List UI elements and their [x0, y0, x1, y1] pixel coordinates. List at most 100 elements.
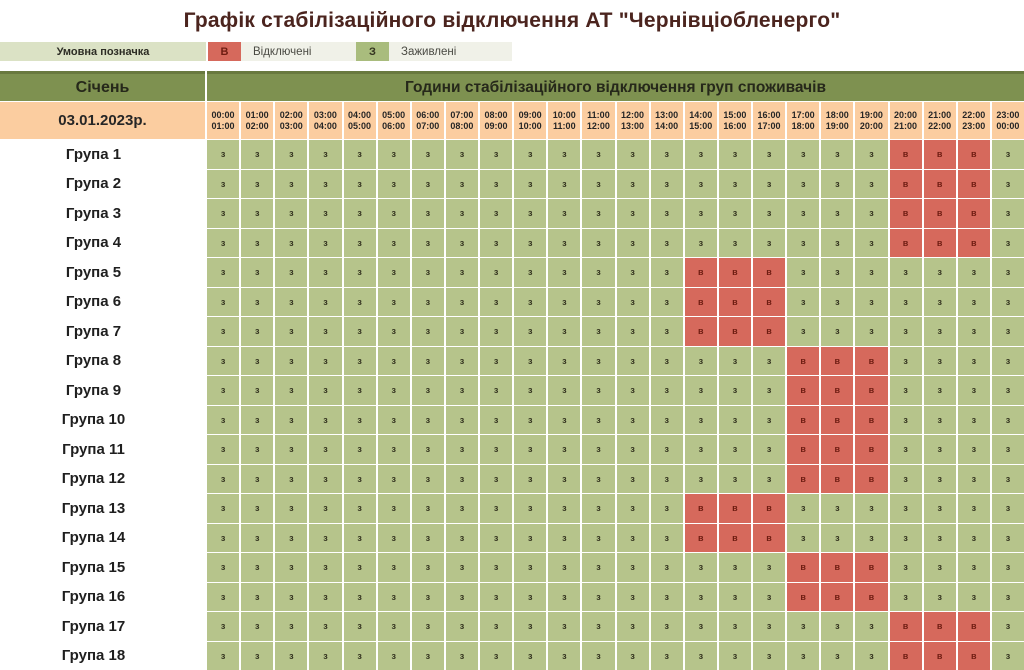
- schedule-cell: в: [821, 346, 854, 375]
- schedule-cell: з: [548, 435, 581, 464]
- schedule-cell: з: [684, 376, 717, 405]
- schedule-cell: з: [411, 228, 444, 257]
- schedule-cell: з: [650, 582, 683, 611]
- schedule-cell: з: [889, 523, 922, 552]
- schedule-cell: з: [753, 346, 786, 375]
- schedule-cell: з: [241, 140, 274, 169]
- schedule-cell: з: [514, 169, 547, 198]
- schedule-cell: з: [445, 641, 478, 670]
- schedule-cell: з: [377, 228, 410, 257]
- schedule-cell: з: [616, 169, 649, 198]
- schedule-cell: з: [821, 169, 854, 198]
- schedule-cell: з: [480, 405, 513, 434]
- schedule-cell: в: [753, 523, 786, 552]
- schedule-cell: з: [411, 464, 444, 493]
- schedule-cell: з: [411, 435, 444, 464]
- schedule-cell: з: [275, 140, 308, 169]
- group-label: Група 3: [0, 199, 205, 228]
- schedule-cell: з: [275, 199, 308, 228]
- legend-off-symbol: В: [208, 42, 241, 61]
- schedule-cell: з: [787, 494, 820, 523]
- time-header-cell: 14:00 15:00: [684, 102, 717, 139]
- schedule-cell: з: [650, 523, 683, 552]
- schedule-cell: з: [411, 287, 444, 316]
- schedule-cell: з: [207, 641, 240, 670]
- schedule-cell: в: [821, 376, 854, 405]
- schedule-cell: з: [650, 435, 683, 464]
- schedule-cell: з: [343, 376, 376, 405]
- schedule-cell: з: [343, 435, 376, 464]
- schedule-cell: з: [309, 228, 342, 257]
- schedule-cell: з: [684, 228, 717, 257]
- time-header-cell: 00:00 01:00: [207, 102, 240, 139]
- schedule-cell: з: [582, 228, 615, 257]
- schedule-cell: з: [275, 228, 308, 257]
- time-header-cell: 22:00 23:00: [957, 102, 990, 139]
- schedule-cell: з: [787, 287, 820, 316]
- group-label: Група 4: [0, 228, 205, 257]
- schedule-cell: з: [377, 140, 410, 169]
- schedule-cell: з: [309, 553, 342, 582]
- schedule-cell: з: [377, 376, 410, 405]
- group-label: Група 1: [0, 140, 205, 169]
- schedule-cell: в: [787, 405, 820, 434]
- schedule-cell: з: [616, 199, 649, 228]
- schedule-cell: з: [241, 346, 274, 375]
- schedule-cell: з: [445, 169, 478, 198]
- schedule-cell: з: [377, 199, 410, 228]
- schedule-cell: з: [753, 140, 786, 169]
- schedule-cell: з: [923, 464, 956, 493]
- schedule-cell: з: [480, 317, 513, 346]
- schedule-cell: з: [480, 641, 513, 670]
- schedule-cell: з: [616, 258, 649, 287]
- legend-bar: Умовна позначка В Відключені З Заживлені: [0, 42, 512, 61]
- schedule-cell: з: [889, 582, 922, 611]
- time-header-cell: 01:00 02:00: [241, 102, 274, 139]
- schedule-cell: з: [343, 641, 376, 670]
- schedule-cell: з: [514, 641, 547, 670]
- schedule-cell: з: [718, 376, 751, 405]
- schedule-cell: з: [821, 258, 854, 287]
- schedule-cell: з: [275, 405, 308, 434]
- schedule-cell: з: [991, 494, 1024, 523]
- time-header-cell: 06:00 07:00: [411, 102, 444, 139]
- schedule-cell: з: [718, 199, 751, 228]
- schedule-cell: з: [650, 287, 683, 316]
- schedule-cell: з: [684, 435, 717, 464]
- legend-on-symbol: З: [356, 42, 389, 61]
- schedule-cell: з: [411, 641, 444, 670]
- schedule-cell: з: [548, 494, 581, 523]
- schedule-cell: з: [445, 553, 478, 582]
- schedule-cell: з: [548, 376, 581, 405]
- schedule-cell: з: [923, 287, 956, 316]
- schedule-cell: в: [821, 405, 854, 434]
- schedule-cell: з: [241, 258, 274, 287]
- schedule-cell: з: [241, 169, 274, 198]
- schedule-cell: з: [991, 523, 1024, 552]
- schedule-cell: з: [923, 435, 956, 464]
- group-label: Група 10: [0, 405, 205, 434]
- schedule-cell: з: [480, 258, 513, 287]
- time-header-cell: 07:00 08:00: [445, 102, 478, 139]
- schedule-cell: з: [548, 169, 581, 198]
- schedule-cell: з: [684, 169, 717, 198]
- schedule-cell: з: [650, 346, 683, 375]
- schedule-cell: з: [957, 376, 990, 405]
- schedule-cell: з: [309, 199, 342, 228]
- time-header-cell: 08:00 09:00: [480, 102, 513, 139]
- schedule-cell: з: [855, 523, 888, 552]
- schedule-cell: з: [616, 494, 649, 523]
- schedule-cell: з: [241, 612, 274, 641]
- legend-label: Умовна позначка: [0, 42, 206, 61]
- schedule-cell: з: [275, 376, 308, 405]
- schedule-cell: з: [787, 317, 820, 346]
- schedule-cell: з: [548, 464, 581, 493]
- schedule-cell: з: [309, 641, 342, 670]
- schedule-cell: з: [411, 523, 444, 552]
- schedule-cell: з: [343, 582, 376, 611]
- schedule-cell: з: [514, 287, 547, 316]
- group-label: Група 17: [0, 612, 205, 641]
- schedule-cell: в: [684, 258, 717, 287]
- schedule-cell: з: [650, 169, 683, 198]
- schedule-cell: з: [207, 405, 240, 434]
